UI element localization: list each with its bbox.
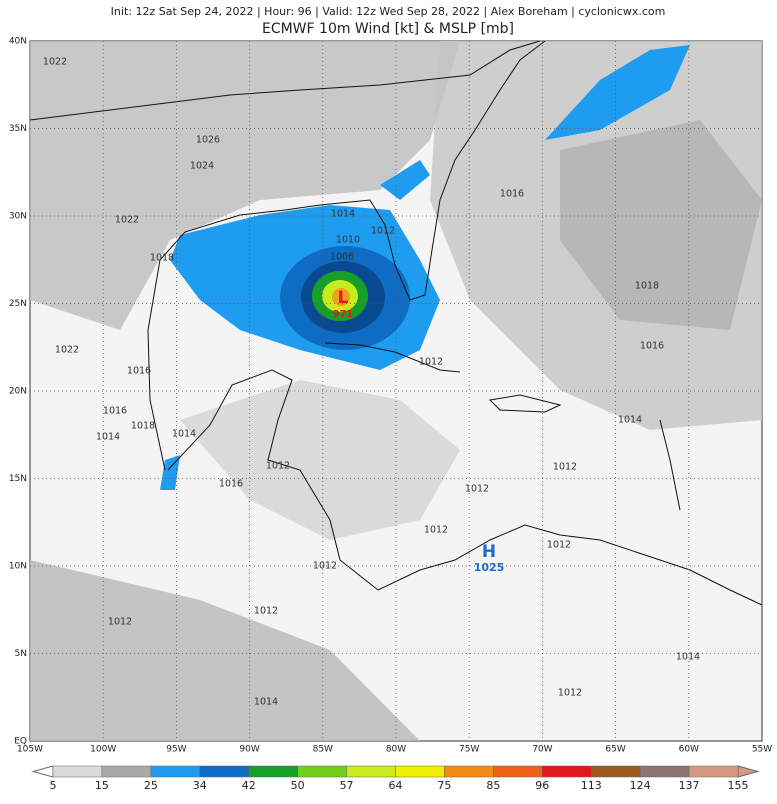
colorbar-segment xyxy=(150,765,201,778)
isobar-label: 1018 xyxy=(150,253,174,264)
lat-label: EQ xyxy=(14,737,27,747)
isobar-label: 1018 xyxy=(131,421,155,432)
lon-label: 95W xyxy=(166,745,186,755)
lat-label: 5N xyxy=(15,649,27,659)
isobar-label: 1012 xyxy=(558,688,582,699)
isobar-label: 1016 xyxy=(640,341,664,352)
pressure-labels: 1022 1026 1024 1022 1018 1014 1010 1012 1006 1016… xyxy=(43,57,700,708)
colorbar-segment xyxy=(639,765,690,778)
colorbar-label: 25 xyxy=(144,779,158,792)
colorbar-label: 34 xyxy=(193,779,207,792)
isobar-label: 1022 xyxy=(115,215,139,226)
isobar-label: 1014 xyxy=(618,415,642,426)
colorbar-label: 75 xyxy=(437,779,451,792)
isobar-label: 1012 xyxy=(553,462,577,473)
isobar-label: 1012 xyxy=(266,461,290,472)
isobar-label: 1016 xyxy=(127,366,151,377)
colorbar-label: 57 xyxy=(340,779,354,792)
colorbar-segment xyxy=(101,765,152,778)
colorbar-label: 42 xyxy=(242,779,256,792)
colorbar-segment xyxy=(444,765,494,778)
isobar-label: 1022 xyxy=(43,57,67,68)
isobar-label: 1014 xyxy=(331,209,355,220)
colorbar-label: 137 xyxy=(679,779,700,792)
isobar-label: 1012 xyxy=(419,357,443,368)
low-symbol: L xyxy=(338,288,349,308)
isobar-label: 1018 xyxy=(635,281,659,292)
isobar-label: 1006 xyxy=(330,252,354,263)
header-info: Init: 12z Sat Sep 24, 2022 | Hour: 96 | … xyxy=(111,5,666,18)
isobar-label: 1016 xyxy=(500,189,524,200)
lat-label: 20N xyxy=(9,387,27,397)
lat-label: 35N xyxy=(9,124,27,134)
isobar-label: 1022 xyxy=(55,345,79,356)
colorbar-segment xyxy=(542,765,592,778)
lat-label: 40N xyxy=(9,37,27,47)
colorbar-segment xyxy=(297,765,347,778)
header-title: ECMWF 10m Wind [kt] & MSLP [mb] xyxy=(262,21,514,37)
colorbar-segment xyxy=(248,765,298,778)
isobar-label: 1012 xyxy=(465,484,489,495)
colorbar-label: 15 xyxy=(95,779,109,792)
colorbar-label: 5 xyxy=(50,779,57,792)
lon-label: 105W xyxy=(17,745,43,755)
colorbar-arrow-left xyxy=(31,765,54,778)
colorbar-segment xyxy=(346,765,396,778)
isobar-label: 1012 xyxy=(547,540,571,551)
colorbar-label: 113 xyxy=(581,779,602,792)
high-symbol: H xyxy=(482,542,496,562)
isobar-label: 1014 xyxy=(96,432,120,443)
lon-label: 60W xyxy=(679,745,699,755)
colorbar-segment xyxy=(52,765,103,778)
lat-label: 10N xyxy=(9,562,27,572)
isobar-label: 1012 xyxy=(371,226,395,237)
isobar-label: 1016 xyxy=(219,479,243,490)
colorbar-segment xyxy=(395,765,445,778)
colorbar: 5 15 25 34 42 50 57 64 75 85 96 113 124 137 155 xyxy=(31,765,760,792)
isobar-label: 1012 xyxy=(313,561,337,572)
colorbar-arrow-right xyxy=(737,765,760,778)
colorbar-label: 155 xyxy=(728,779,749,792)
lat-label: 30N xyxy=(9,212,27,222)
isobar-label: 1024 xyxy=(190,161,214,172)
lon-label: 90W xyxy=(239,745,259,755)
isobar-label: 1010 xyxy=(336,235,360,246)
isobar-label: 1014 xyxy=(676,652,700,663)
isobar-label: 1014 xyxy=(254,697,278,708)
colorbar-segment xyxy=(493,765,543,778)
high-pressure: 1025 xyxy=(474,561,505,574)
colorbar-label: 85 xyxy=(486,779,500,792)
lat-label: 25N xyxy=(9,299,27,309)
lon-label: 100W xyxy=(90,745,116,755)
colorbar-segment xyxy=(590,765,641,778)
colorbar-segment xyxy=(199,765,249,778)
isobar-label: 1012 xyxy=(424,525,448,536)
colorbar-label: 124 xyxy=(630,779,651,792)
isobar-label: 1014 xyxy=(172,429,196,440)
isobar-label: 1012 xyxy=(254,606,278,617)
lat-label: 15N xyxy=(9,474,27,484)
lon-label: 85W xyxy=(313,745,333,755)
lon-label: 70W xyxy=(532,745,552,755)
isobar-label: 1016 xyxy=(103,406,127,417)
coastlines xyxy=(29,40,763,606)
low-pressure: 971 xyxy=(333,309,354,320)
lon-label: 80W xyxy=(386,745,406,755)
lon-label: 55W xyxy=(752,745,772,755)
lon-label: 65W xyxy=(605,745,625,755)
colorbar-segment xyxy=(688,765,739,778)
isobar-label: 1012 xyxy=(108,617,132,628)
colorbar-label: 50 xyxy=(291,779,305,792)
isobar-label: 1026 xyxy=(196,135,220,146)
lon-label: 75W xyxy=(459,745,479,755)
colorbar-label: 64 xyxy=(389,779,403,792)
colorbar-label: 96 xyxy=(535,779,549,792)
